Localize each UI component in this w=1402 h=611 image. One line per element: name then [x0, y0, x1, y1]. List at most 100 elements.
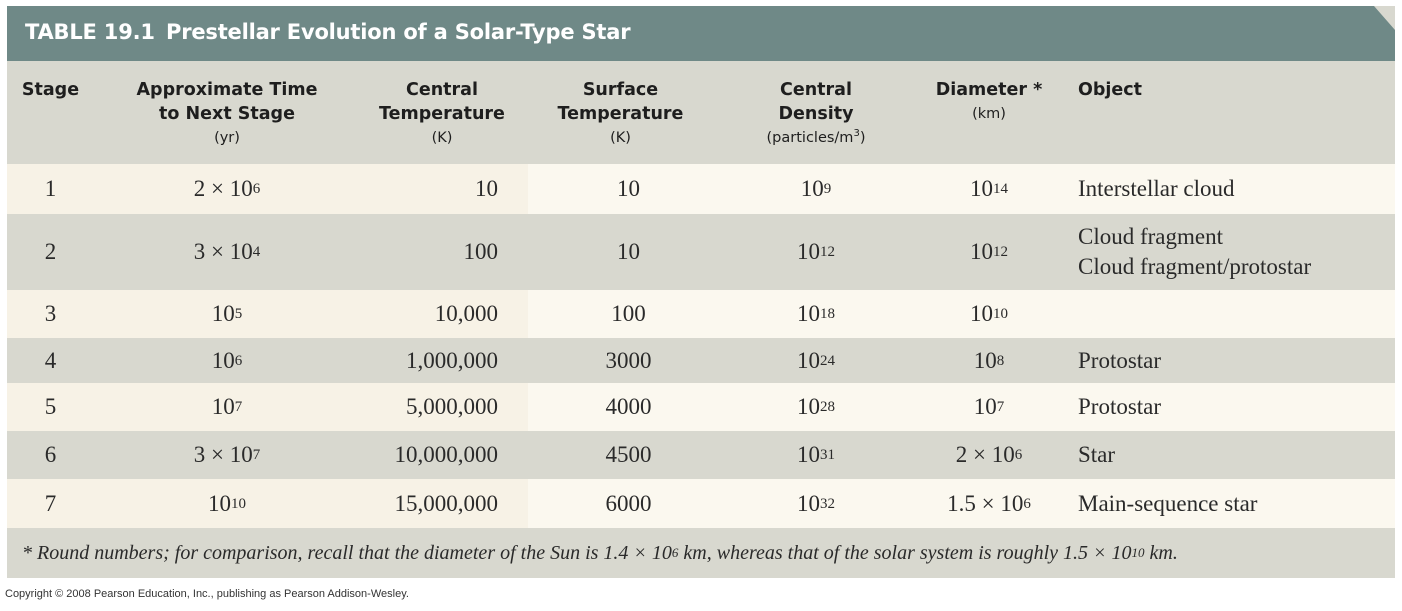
object-cell: Protostar	[1078, 383, 1388, 431]
diameter-cell: 1.5 × 10 6	[947, 490, 1031, 516]
table-row: 6 3 × 10 7 10,000,000 4500 10 31 2 × 10 6 Star	[7, 431, 1395, 479]
copyright-notice: Copyright © 2008 Pearson Education, Inc.…	[5, 588, 409, 600]
central-temperature-cell: 1,000,000	[406, 347, 498, 373]
object-line: Main-sequence star	[1078, 490, 1258, 516]
central-temperature-cell: 10	[475, 176, 498, 201]
stage-cell: 3	[44, 301, 57, 326]
object-line: Protostar	[1078, 394, 1162, 419]
object-cell: Star	[1078, 431, 1388, 479]
surface-temperature-cell: 6000	[605, 490, 652, 516]
object-cell: Interstellar cloud	[1078, 164, 1388, 214]
header-time-line-1: Approximate Time	[136, 80, 318, 100]
central-temperature-cell: 5,000,000	[406, 394, 498, 419]
diameter-cell-base: 10	[970, 301, 993, 326]
time-cell: 10 7	[211, 394, 243, 419]
central-density-cell-base: 10	[797, 442, 820, 467]
header-stemp-unit: (K)	[610, 130, 631, 146]
header-time-line-2: to Next Stage	[159, 104, 295, 124]
diameter-cell-base: 10	[973, 394, 997, 419]
time-cell-base: 10	[208, 490, 231, 516]
diameter-cell-base: 10	[970, 239, 993, 264]
diameter-cell-base: 1.5 × 10	[947, 490, 1024, 516]
header-diameter: Diameter * (km)	[919, 78, 1059, 126]
diameter-cell: 2 × 10 6	[955, 442, 1023, 467]
footnote-text-1: * Round numbers; for comparison, recall …	[22, 541, 672, 564]
header-ctemp-unit: (K)	[431, 130, 453, 146]
header-stage-line: Stage	[21, 80, 80, 100]
central-temperature-cell: 15,000,000	[394, 490, 499, 516]
object-line: Cloud fragment/protostar	[1078, 254, 1312, 279]
diameter-cell-base: 2 × 10	[955, 442, 1015, 467]
table-panel: TABLE 19.1 Prestellar Evolution of a Sol…	[7, 6, 1395, 578]
table-row: 4 10 6 1,000,000 3000 10 24 10 8 Protostar	[7, 338, 1395, 383]
table-number: TABLE 19.1	[25, 20, 155, 44]
central-density-cell: 10 24	[797, 347, 835, 373]
central-density-cell: 10 12	[797, 239, 835, 264]
diameter-cell: 10 8	[973, 347, 1005, 373]
header-object: Object	[1078, 78, 1142, 102]
header-diameter-line: Diameter *	[935, 80, 1043, 100]
time-cell: 2 × 10 6	[193, 176, 261, 201]
header-density-line-2: Density	[778, 104, 854, 124]
time-cell-base: 10	[211, 347, 235, 373]
header-diameter-unit: (km)	[972, 106, 1006, 122]
diameter-cell: 10 10	[970, 301, 1008, 326]
header-time-unit: (yr)	[214, 130, 240, 146]
object-lines: Protostar	[1078, 392, 1161, 422]
central-density-cell-base: 10	[797, 239, 820, 264]
row-background-shade	[528, 290, 1395, 338]
header-surface-temperature: Surface Temperature (K)	[548, 78, 693, 150]
surface-temperature-cell: 100	[611, 301, 646, 326]
header-stemp-line-2: Temperature	[557, 104, 684, 124]
header-density-line-1: Central	[780, 80, 852, 100]
header-ctemp-line-2: Temperature	[379, 104, 505, 124]
time-cell-base: 2 × 10	[193, 176, 253, 201]
diameter-cell: 10 14	[970, 176, 1008, 201]
surface-temperature-cell: 10	[617, 176, 640, 201]
stage-cell: 5	[44, 394, 57, 419]
row-background-shade	[528, 383, 1395, 431]
stage-cell: 2	[44, 239, 57, 264]
central-density-cell: 10 28	[797, 394, 835, 419]
time-cell: 10 6	[211, 347, 243, 373]
time-cell: 3 × 10 4	[193, 239, 261, 264]
table-row: 7 10 10 15,000,000 6000 10 32 1.5 × 10 6 Main-seq…	[7, 479, 1395, 528]
table-row: 5 10 7 5,000,000 4000 10 28 10 7 Protostar	[7, 383, 1395, 431]
stage-cell: 7	[44, 490, 57, 516]
central-density-cell-base: 10	[797, 490, 820, 516]
time-cell-base: 10	[211, 394, 235, 419]
stage-cell: 6	[44, 442, 57, 467]
title-bar: TABLE 19.1 Prestellar Evolution of a Sol…	[7, 6, 1395, 61]
object-cell: Protostar	[1078, 338, 1388, 383]
header-ctemp-line-1: Central	[406, 80, 478, 100]
object-cell	[1078, 290, 1388, 338]
central-density-cell: 10 31	[797, 442, 835, 467]
header-object-line: Object	[1078, 80, 1143, 100]
header-density-unit-end: )	[859, 130, 866, 146]
footnote-text-2: km, whereas that of the solar system is …	[678, 541, 1132, 564]
table-row: 3 10 5 10,000 100 10 18 10 10	[7, 290, 1395, 338]
diameter-cell: 10 7	[973, 394, 1005, 419]
time-cell-base: 3 × 10	[193, 239, 253, 264]
central-density-cell-base: 10	[797, 347, 820, 373]
central-temperature-cell: 100	[463, 239, 499, 264]
footnote-text-3: km.	[1144, 541, 1178, 564]
object-cell: Cloud fragment Cloud fragment/protostar	[1078, 214, 1388, 290]
time-cell: 10 5	[211, 301, 243, 326]
object-lines: Main-sequence star	[1078, 489, 1257, 519]
object-lines: Cloud fragment Cloud fragment/protostar	[1078, 222, 1311, 282]
stage-cell: 4	[44, 347, 57, 373]
surface-temperature-cell: 3000	[605, 347, 652, 373]
object-line: Interstellar cloud	[1078, 176, 1235, 201]
header-stage: Stage	[7, 78, 94, 102]
central-density-cell-base: 10	[797, 394, 820, 419]
object-line: Cloud fragment	[1078, 224, 1223, 249]
header-central-density: Central Density (particles/m3)	[741, 78, 891, 150]
row-background-shade	[528, 164, 1395, 214]
diameter-cell-base: 10	[970, 176, 993, 201]
object-line: Star	[1078, 442, 1116, 467]
table-title: Prestellar Evolution of a Solar-Type Sta…	[166, 20, 631, 44]
surface-temperature-cell: 4000	[605, 394, 652, 419]
time-cell: 3 × 10 7	[193, 442, 261, 467]
